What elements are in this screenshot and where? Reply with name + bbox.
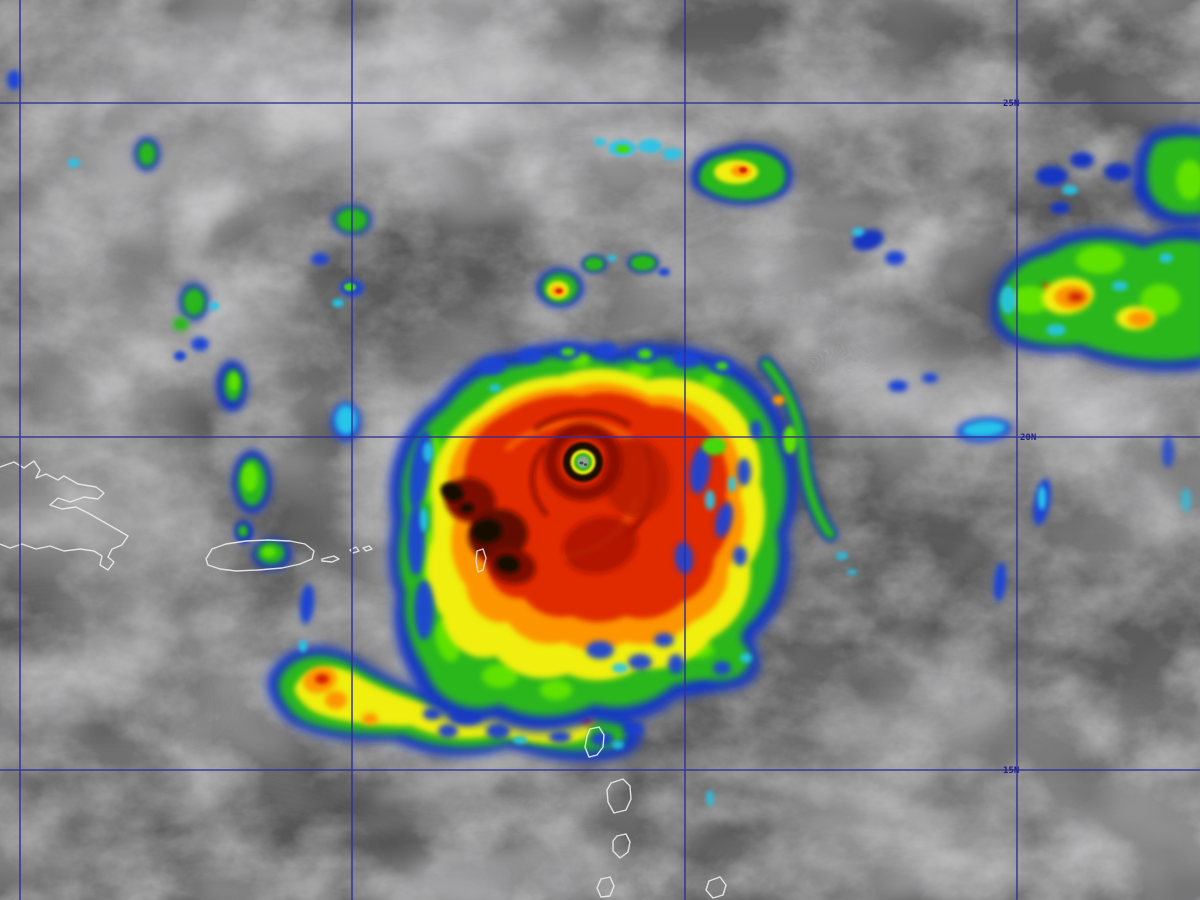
eye-center [577, 456, 589, 468]
scattered-shower-cells [7, 70, 1191, 806]
grid-label-20n: 20N [1020, 433, 1036, 443]
hurricane-system [388, 341, 799, 732]
east-outer-rainband [758, 356, 857, 575]
island-outline-barbados [705, 876, 727, 899]
hurricane-eye [544, 423, 622, 501]
topright-convective-cluster [991, 125, 1200, 372]
grid-label-15n: 15N [1003, 766, 1019, 776]
grid-labels: 25N 20N 15N [1003, 99, 1036, 776]
island-outline-puerto-rico [205, 539, 315, 572]
island-outline-grenada [596, 876, 615, 898]
island-outline-st-lucia [606, 778, 632, 814]
coastlines [0, 460, 727, 899]
island-outline-vieques [321, 555, 340, 563]
island-outline-hispaniola [0, 460, 129, 571]
grid-label-25n: 25N [1003, 99, 1019, 109]
island-outline-martinique [584, 726, 605, 758]
island-outline-st-vincent [612, 833, 631, 859]
island-outline-under-hurricane [475, 548, 487, 573]
